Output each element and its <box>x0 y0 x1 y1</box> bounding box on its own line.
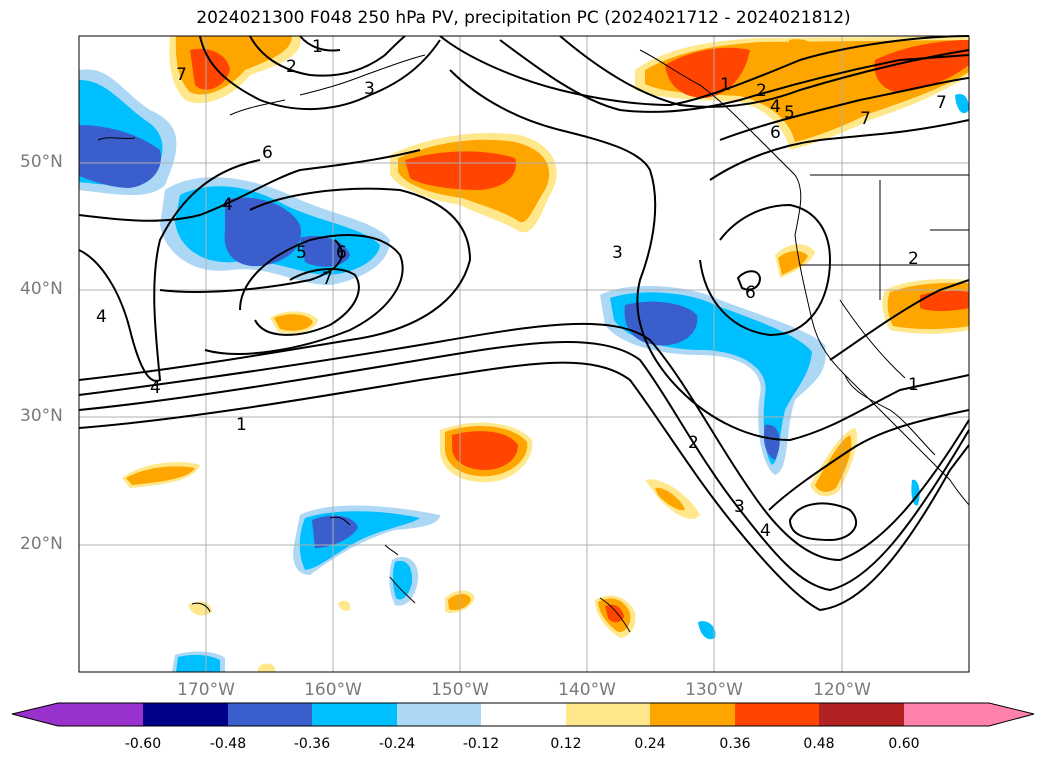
contour-label-6: 6 <box>262 143 273 163</box>
precip-positive-fills <box>122 36 969 672</box>
contour-label-3b: 3 <box>612 243 623 263</box>
gridlines <box>79 36 969 672</box>
contour-label-5b: 5 <box>784 103 795 123</box>
colorbar-tick-label: -0.36 <box>293 736 331 752</box>
lon-label-140w: 140°W <box>558 680 616 700</box>
contour-label-1: 1 <box>236 415 247 435</box>
lon-label-170w: 170°W <box>177 680 235 700</box>
contour-label-4e: 4 <box>770 97 781 117</box>
contour-label-4d: 4 <box>760 521 771 541</box>
colorbar-tick-label: 0.24 <box>634 736 666 752</box>
contour-label-1d: 1 <box>908 375 919 395</box>
colorbar-tick-label: -0.12 <box>462 736 500 752</box>
contour-label-5: 5 <box>296 243 307 263</box>
lat-label-40n: 40°N <box>20 279 63 299</box>
contour-label-4b: 4 <box>96 307 107 327</box>
contour-label-7d: 7 <box>936 93 947 113</box>
colorbar <box>11 702 1035 727</box>
lat-label-30n: 30°N <box>20 406 63 426</box>
lon-label-130w: 130°W <box>685 680 743 700</box>
contour-label-4: 4 <box>150 378 161 398</box>
contour-label-3c: 3 <box>734 497 745 517</box>
colorbar-tick-label: 0.12 <box>550 736 582 752</box>
pv-contour-labels: 1 4 4 2 3 6 4 5 6 7 7 1 3 6 2 3 4 1 2 4 … <box>96 37 947 541</box>
colorbar-tick-label: -0.48 <box>209 736 247 752</box>
contour-label-6d: 6 <box>770 123 781 143</box>
pv-contours <box>78 35 970 612</box>
contour-label-2b: 2 <box>688 433 699 453</box>
contour-label-2: 2 <box>286 57 297 77</box>
contour-label-6c: 6 <box>745 283 756 303</box>
contour-label-4c: 4 <box>222 195 233 215</box>
contour-label-1b: 1 <box>312 37 323 57</box>
colorbar-tick-label: 0.48 <box>803 736 835 752</box>
lon-label-120w: 120°W <box>813 680 871 700</box>
lat-label-50n: 50°N <box>20 152 63 172</box>
contour-label-7c: 7 <box>860 109 871 129</box>
lon-label-150w: 150°W <box>431 680 489 700</box>
colorbar-tick-label: -0.60 <box>124 736 162 752</box>
map-frame <box>78 35 970 673</box>
contour-label-2d: 2 <box>908 249 919 269</box>
contour-label-1c: 1 <box>720 75 731 95</box>
colorbar-extend-low <box>12 703 58 726</box>
colorbar-tick-label: 0.36 <box>719 736 751 752</box>
colorbar-extend-high <box>989 703 1034 726</box>
contour-label-7: 7 <box>322 269 333 289</box>
contour-label-2c: 2 <box>756 81 767 101</box>
contour-label-3: 3 <box>364 79 375 99</box>
colorbar-tick-label: 0.60 <box>888 736 920 752</box>
lat-label-20n: 20°N <box>20 534 63 554</box>
colorbar-tick-label: -0.24 <box>378 736 416 752</box>
figure-title: 2024021300 F048 250 hPa PV, precipitatio… <box>196 8 851 28</box>
contour-label-7b: 7 <box>176 65 187 85</box>
lon-label-160w: 160°W <box>304 680 362 700</box>
contour-label-6b: 6 <box>336 243 347 263</box>
